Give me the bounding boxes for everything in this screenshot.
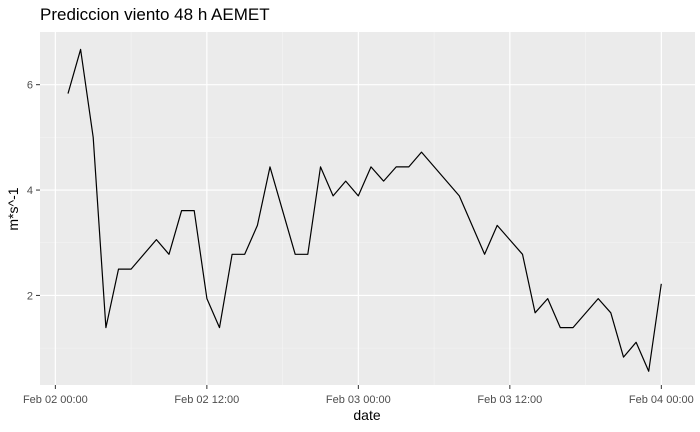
x-tick-label: Feb 03 12:00	[477, 394, 542, 406]
x-tick-label: Feb 03 00:00	[326, 394, 391, 406]
x-tick-label: Feb 04 00:00	[629, 394, 694, 406]
y-axis: 2 4 6	[27, 80, 40, 303]
x-tick-label: Feb 02 00:00	[23, 394, 88, 406]
y-axis-title: m*s^-1	[5, 187, 21, 230]
x-axis-title: date	[353, 407, 380, 423]
y-tick-label: 4	[27, 185, 33, 197]
chart-title: Prediccion viento 48 h AEMET	[40, 5, 270, 24]
x-tick-label: Feb 02 12:00	[174, 394, 239, 406]
x-axis: Feb 02 00:00 Feb 02 12:00 Feb 03 00:00 Feb …	[23, 385, 694, 406]
y-tick-label: 6	[27, 80, 33, 92]
y-tick-label: 2	[27, 290, 33, 302]
